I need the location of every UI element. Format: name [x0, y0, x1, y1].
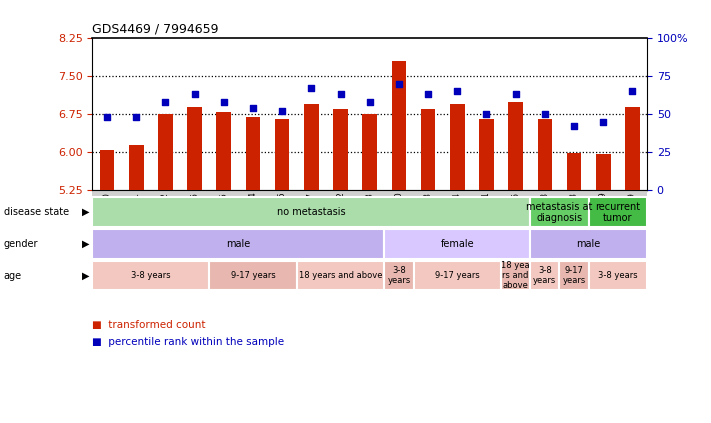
Bar: [363, 114, 377, 190]
Bar: [187, 107, 202, 190]
Bar: [92, 229, 385, 259]
Bar: [589, 197, 647, 227]
Point: [422, 91, 434, 98]
Text: metastasis at
diagnosis: metastasis at diagnosis: [526, 202, 593, 222]
Bar: [304, 104, 319, 190]
Point: [218, 99, 230, 105]
Bar: [450, 104, 464, 190]
Text: male: male: [577, 239, 601, 249]
Text: ▶: ▶: [82, 271, 90, 280]
Point: [626, 88, 638, 95]
Bar: [589, 261, 647, 291]
Bar: [209, 192, 238, 197]
Bar: [414, 192, 443, 197]
Bar: [355, 192, 385, 197]
Bar: [385, 261, 414, 291]
Bar: [246, 117, 260, 190]
Bar: [443, 192, 472, 197]
Text: 3-8 years: 3-8 years: [131, 271, 171, 280]
Point: [189, 91, 201, 98]
Bar: [129, 145, 144, 190]
Bar: [100, 150, 114, 190]
Point: [539, 111, 550, 118]
Bar: [296, 192, 326, 197]
Bar: [267, 192, 296, 197]
Bar: [392, 61, 406, 190]
Text: 9-17
years: 9-17 years: [562, 266, 586, 285]
Bar: [618, 192, 647, 197]
Text: 9-17 years: 9-17 years: [230, 271, 275, 280]
Bar: [560, 192, 589, 197]
Bar: [596, 154, 611, 190]
Bar: [180, 192, 209, 197]
Bar: [92, 192, 122, 197]
Point: [510, 91, 521, 98]
Bar: [421, 109, 435, 190]
Bar: [530, 229, 647, 259]
Text: 3-8
years: 3-8 years: [387, 266, 410, 285]
Point: [160, 99, 171, 105]
Bar: [479, 119, 493, 190]
Bar: [296, 261, 385, 291]
Bar: [501, 192, 530, 197]
Bar: [209, 261, 296, 291]
Text: 18 years and above: 18 years and above: [299, 271, 383, 280]
Bar: [326, 192, 355, 197]
Text: age: age: [4, 271, 21, 280]
Bar: [414, 261, 501, 291]
Bar: [538, 119, 552, 190]
Text: ▶: ▶: [82, 239, 90, 249]
Point: [393, 80, 405, 87]
Bar: [625, 107, 640, 190]
Bar: [508, 102, 523, 190]
Bar: [472, 192, 501, 197]
Text: GDS4469 / 7994659: GDS4469 / 7994659: [92, 22, 219, 36]
Bar: [530, 261, 560, 291]
Point: [481, 111, 492, 118]
Text: ▶: ▶: [82, 207, 90, 217]
Text: female: female: [441, 239, 474, 249]
Text: recurrent
tumor: recurrent tumor: [595, 202, 641, 222]
Bar: [275, 119, 289, 190]
Bar: [560, 261, 589, 291]
Text: 18 yea
rs and
above: 18 yea rs and above: [501, 261, 530, 290]
Text: 3-8
years: 3-8 years: [533, 266, 557, 285]
Point: [102, 114, 113, 121]
Point: [335, 91, 346, 98]
Bar: [333, 109, 348, 190]
Text: gender: gender: [4, 239, 38, 249]
Text: 3-8 years: 3-8 years: [598, 271, 638, 280]
Bar: [385, 229, 530, 259]
Text: 9-17 years: 9-17 years: [435, 271, 480, 280]
Text: ■  transformed count: ■ transformed count: [92, 320, 206, 330]
Bar: [216, 112, 231, 190]
Bar: [530, 192, 560, 197]
Bar: [92, 197, 530, 227]
Point: [568, 123, 579, 130]
Bar: [501, 261, 530, 291]
Bar: [238, 192, 267, 197]
Bar: [151, 192, 180, 197]
Text: disease state: disease state: [4, 207, 69, 217]
Bar: [385, 192, 414, 197]
Point: [277, 108, 288, 115]
Point: [451, 88, 463, 95]
Point: [247, 105, 259, 112]
Bar: [589, 192, 618, 197]
Bar: [567, 153, 582, 190]
Text: ■  percentile rank within the sample: ■ percentile rank within the sample: [92, 337, 284, 347]
Text: no metastasis: no metastasis: [277, 207, 346, 217]
Point: [597, 118, 609, 125]
Point: [364, 99, 375, 105]
Text: male: male: [226, 239, 250, 249]
Point: [306, 85, 317, 92]
Bar: [122, 192, 151, 197]
Bar: [92, 261, 209, 291]
Bar: [530, 197, 589, 227]
Point: [131, 114, 142, 121]
Bar: [158, 114, 173, 190]
